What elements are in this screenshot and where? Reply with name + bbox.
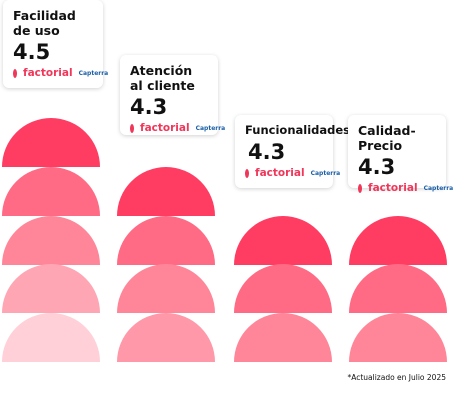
semicircle — [234, 313, 332, 362]
brand: factorial — [368, 182, 418, 194]
card-title: Calidad-Precio — [358, 123, 416, 153]
rating-card: Calidad-Precio 4.3 factorial Capterra — [348, 115, 453, 194]
card-score: 4.3 — [358, 155, 396, 179]
semicircle — [117, 264, 215, 313]
source: Capterra — [195, 124, 226, 132]
brand-icon — [358, 183, 362, 193]
card-score: 4.3 — [130, 95, 168, 119]
semicircle — [2, 313, 100, 362]
semicircle — [117, 216, 215, 265]
semicircle — [234, 264, 332, 313]
card-score: 4.3 — [248, 140, 286, 164]
card-title: Atención al cliente — [130, 63, 195, 93]
footnote: *Actualizado en Julio 2025 — [347, 373, 446, 382]
source: Capterra — [78, 69, 109, 77]
semicircle — [2, 216, 100, 265]
rating-card: Funcionalidades 4.3 factorial Capterra — [235, 115, 351, 188]
semicircle — [349, 313, 447, 362]
semicircle — [2, 167, 100, 216]
brand-icon — [13, 68, 17, 78]
semicircle — [234, 216, 332, 265]
card-score: 4.5 — [13, 40, 51, 64]
brand: factorial — [23, 67, 73, 79]
logos: factorial Capterra — [358, 182, 453, 194]
brand: factorial — [255, 167, 305, 179]
card-title: Facilidad de uso — [13, 8, 76, 38]
semicircle — [117, 167, 215, 216]
semicircle — [349, 264, 447, 313]
semicircle — [2, 264, 100, 313]
brand-icon — [130, 123, 134, 133]
card-title: Funcionalidades — [245, 123, 351, 137]
source: Capterra — [310, 169, 341, 177]
brand: factorial — [140, 122, 190, 134]
logos: factorial Capterra — [130, 122, 225, 134]
rating-card: Facilidad de uso 4.5 factorial Capterra — [3, 0, 108, 88]
rating-card: Atención al cliente 4.3 factorial Capterr… — [120, 55, 225, 135]
semicircle — [117, 313, 215, 362]
logos: factorial Capterra — [13, 67, 108, 79]
semicircle — [2, 118, 100, 167]
brand-icon — [245, 168, 249, 178]
source: Capterra — [423, 184, 454, 192]
semicircle — [349, 216, 447, 265]
logos: factorial Capterra — [245, 167, 340, 179]
